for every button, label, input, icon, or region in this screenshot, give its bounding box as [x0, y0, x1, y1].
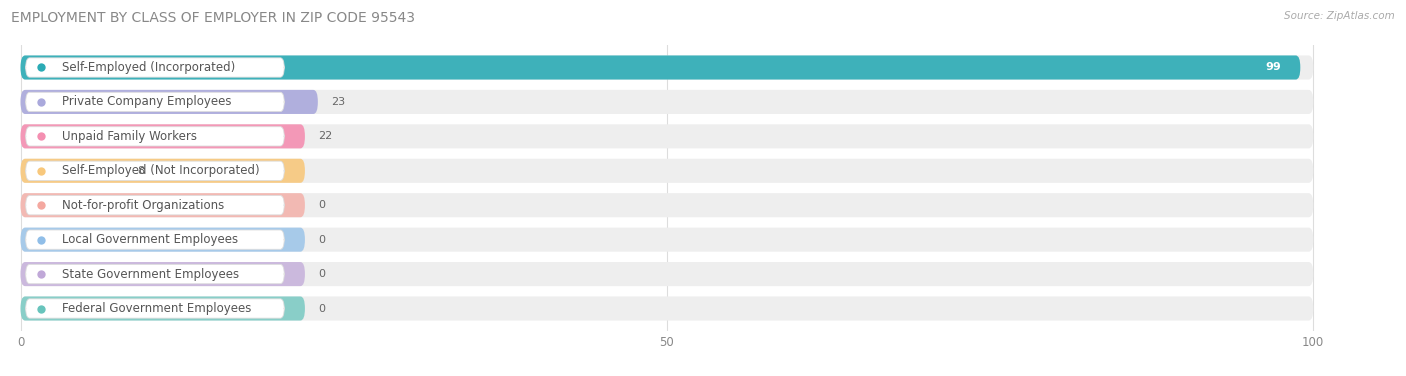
FancyBboxPatch shape [25, 299, 284, 318]
Text: Federal Government Employees: Federal Government Employees [62, 302, 252, 315]
Text: Source: ZipAtlas.com: Source: ZipAtlas.com [1284, 11, 1395, 21]
FancyBboxPatch shape [21, 159, 305, 183]
FancyBboxPatch shape [21, 55, 1313, 80]
FancyBboxPatch shape [21, 159, 1313, 183]
FancyBboxPatch shape [21, 296, 305, 321]
Text: 0: 0 [318, 303, 325, 314]
Text: 99: 99 [1265, 62, 1281, 73]
FancyBboxPatch shape [21, 124, 305, 149]
FancyBboxPatch shape [25, 127, 284, 146]
FancyBboxPatch shape [25, 92, 284, 112]
FancyBboxPatch shape [25, 264, 284, 284]
Text: 22: 22 [318, 131, 332, 141]
Text: 23: 23 [330, 97, 344, 107]
Text: Self-Employed (Incorporated): Self-Employed (Incorporated) [62, 61, 235, 74]
FancyBboxPatch shape [21, 227, 305, 252]
FancyBboxPatch shape [25, 161, 284, 180]
FancyBboxPatch shape [21, 227, 1313, 252]
FancyBboxPatch shape [25, 58, 284, 77]
Text: Local Government Employees: Local Government Employees [62, 233, 238, 246]
FancyBboxPatch shape [21, 90, 1313, 114]
Text: Unpaid Family Workers: Unpaid Family Workers [62, 130, 197, 143]
Text: EMPLOYMENT BY CLASS OF EMPLOYER IN ZIP CODE 95543: EMPLOYMENT BY CLASS OF EMPLOYER IN ZIP C… [11, 11, 415, 25]
Text: 0: 0 [318, 269, 325, 279]
Text: 0: 0 [318, 200, 325, 210]
Text: Private Company Employees: Private Company Employees [62, 96, 232, 108]
FancyBboxPatch shape [21, 262, 1313, 286]
FancyBboxPatch shape [21, 90, 318, 114]
Text: 8: 8 [136, 166, 143, 176]
FancyBboxPatch shape [21, 262, 305, 286]
Text: State Government Employees: State Government Employees [62, 268, 239, 280]
FancyBboxPatch shape [21, 124, 1313, 149]
FancyBboxPatch shape [25, 230, 284, 249]
Text: Self-Employed (Not Incorporated): Self-Employed (Not Incorporated) [62, 164, 260, 177]
FancyBboxPatch shape [21, 55, 1301, 80]
FancyBboxPatch shape [21, 193, 1313, 217]
FancyBboxPatch shape [21, 296, 1313, 321]
FancyBboxPatch shape [25, 196, 284, 215]
Text: Not-for-profit Organizations: Not-for-profit Organizations [62, 199, 224, 212]
FancyBboxPatch shape [21, 193, 305, 217]
Text: 0: 0 [318, 235, 325, 245]
